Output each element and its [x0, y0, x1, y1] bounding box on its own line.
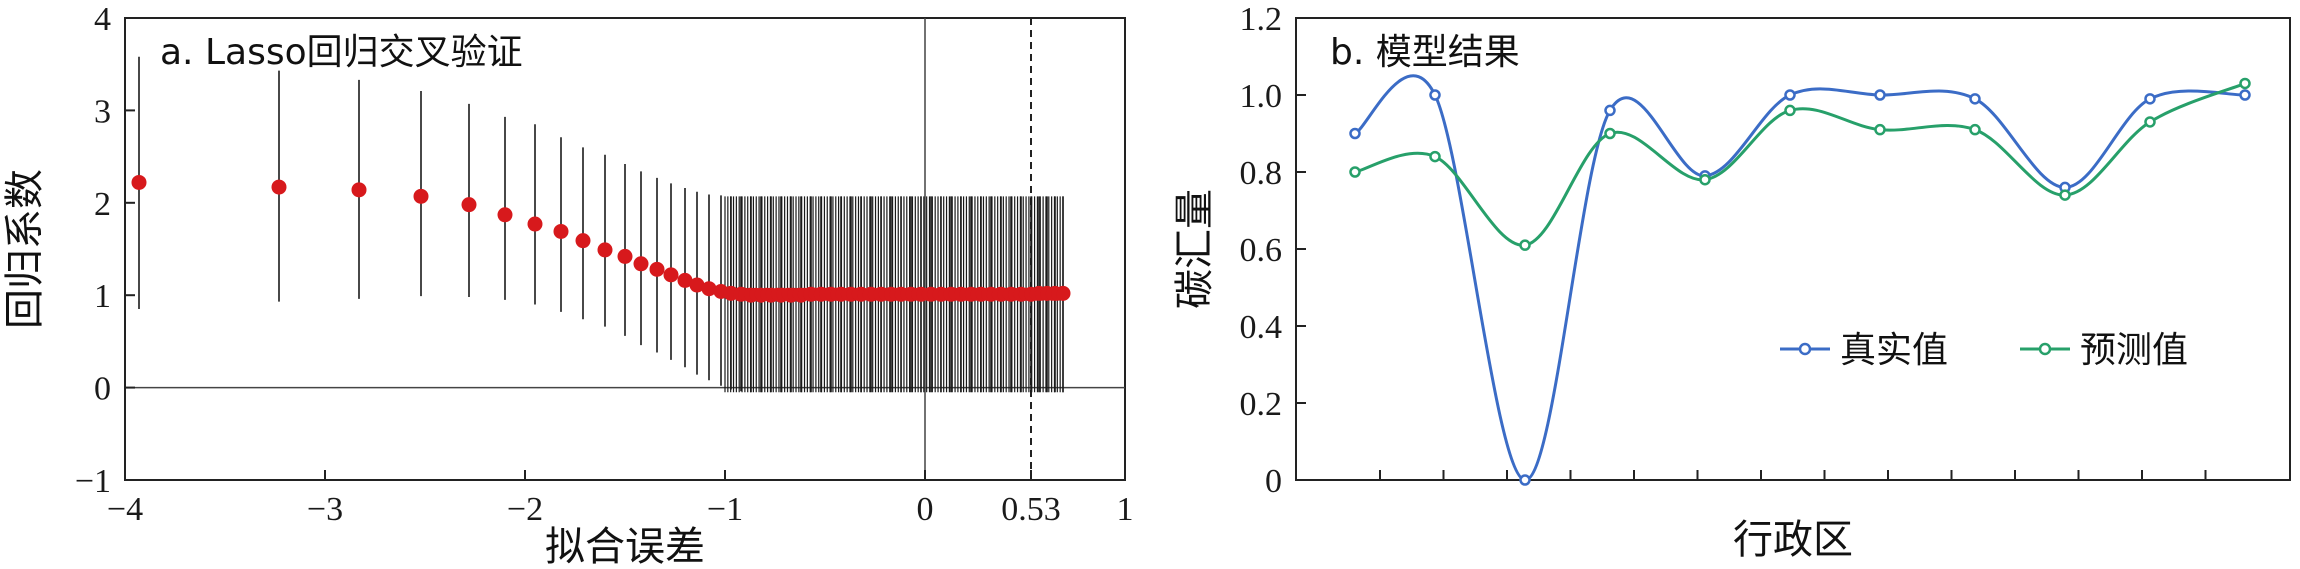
panel-b-plot-frame — [1295, 17, 2291, 481]
series-line-pred — [1354, 82, 2246, 247]
x-tick-label: −3 — [307, 491, 343, 528]
x-tick-label: −1 — [707, 491, 743, 528]
x-tick-label: 1 — [1117, 491, 1134, 528]
y-tick-label: 0 — [94, 371, 111, 408]
coefficient-point — [617, 248, 633, 264]
point-pred — [1784, 104, 1796, 117]
coefficient-point — [575, 233, 591, 249]
y-tick-label: 4 — [94, 1, 111, 38]
point-pred — [1604, 127, 1616, 140]
x-tick-label: −2 — [507, 491, 543, 528]
coefficient-point — [663, 267, 679, 283]
coefficient-point — [271, 179, 287, 195]
panel-b-x-ticks — [1379, 470, 2207, 480]
coefficient-point — [649, 261, 665, 277]
panel-b-x-label: 行政区 — [1733, 517, 1853, 563]
panel-b-series — [1349, 74, 2251, 486]
x-tick-label: −4 — [107, 491, 143, 528]
legend-dot-pred — [2038, 342, 2052, 356]
y-tick-label: 0.4 — [1240, 309, 1283, 346]
point-real — [1874, 89, 1886, 101]
point-pred — [2144, 116, 2156, 128]
y-tick-label: 0.8 — [1240, 155, 1283, 192]
y-tick-label: 0.2 — [1240, 386, 1283, 423]
point-real — [1519, 474, 1531, 486]
panel-b-y-label: 碳汇量 — [1172, 189, 1218, 309]
point-pred — [2239, 77, 2251, 90]
y-tick-label: 2 — [94, 186, 111, 223]
coefficient-point — [633, 256, 649, 272]
y-tick-label: 0.6 — [1240, 232, 1283, 269]
point-pred — [1429, 150, 1441, 163]
point-pred — [1519, 239, 1531, 251]
y-tick-label: 3 — [94, 93, 111, 130]
panel-a-points — [131, 174, 1071, 303]
point-pred — [1349, 166, 1361, 178]
y-tick-label: −1 — [75, 463, 111, 500]
coefficient-point — [131, 174, 147, 190]
panel-a-y-label: 回归系数 — [2, 169, 48, 329]
panel-a-y-ticks: −1 0 1 2 3 4 — [75, 1, 135, 500]
series-line-real — [1354, 74, 2246, 482]
panel-b: 0 0.2 0.4 0.6 0.8 1.0 1.2 b. 模型结果 行政区 碳汇量 真实值 … — [1172, 1, 2291, 563]
y-tick-label: 1 — [94, 278, 111, 315]
coefficient-point — [413, 188, 429, 204]
point-real — [1604, 104, 1616, 117]
point-pred — [1874, 123, 1886, 136]
point-real — [1429, 89, 1441, 101]
x-tick-label: 0.53 — [1001, 491, 1061, 528]
point-pred — [1969, 123, 1981, 136]
panel-b-title: b. 模型结果 — [1330, 32, 1520, 73]
legend-label-pred: 预测值 — [2080, 330, 2188, 371]
point-real — [2144, 93, 2156, 105]
point-real — [1969, 93, 1981, 105]
x-tick-label: 0 — [917, 491, 934, 528]
point-pred — [1699, 173, 1711, 186]
legend-dot-real — [1798, 342, 1812, 356]
coefficient-point — [553, 223, 569, 239]
coefficient-point — [701, 281, 717, 297]
panel-a-plot-frame — [124, 17, 1126, 481]
point-pred — [2059, 189, 2071, 201]
panel-b-y-ticks: 0 0.2 0.4 0.6 0.8 1.0 1.2 — [1240, 1, 1306, 500]
panel-a-title: a. Lasso回归交叉验证 — [160, 32, 523, 73]
coefficient-point — [527, 216, 543, 232]
legend-label-real: 真实值 — [1840, 330, 1948, 371]
point-real — [1784, 89, 1796, 101]
y-tick-label: 1.0 — [1240, 78, 1283, 115]
coefficient-point — [497, 207, 513, 223]
coefficient-point — [1056, 287, 1070, 301]
coefficient-point — [677, 272, 693, 288]
y-tick-label: 0 — [1265, 463, 1282, 500]
y-tick-label: 1.2 — [1240, 1, 1283, 38]
panel-a: −4 −3 −2 −1 0 0.53 1 −1 0 1 2 3 4 a. Lasso回归交叉验证 拟合… — [2, 1, 1134, 569]
coefficient-point — [689, 277, 705, 293]
panel-a-x-label: 拟合误差 — [545, 524, 705, 569]
coefficient-point — [461, 197, 477, 213]
coefficient-point — [351, 182, 367, 198]
panel-b-legend: 真实值 预测值 — [1780, 330, 2188, 371]
point-real — [2239, 89, 2251, 101]
coefficient-point — [597, 242, 613, 258]
point-real — [1349, 127, 1361, 140]
panel-a-x-ticks: −4 −3 −2 −1 0 0.53 1 — [107, 470, 1134, 528]
